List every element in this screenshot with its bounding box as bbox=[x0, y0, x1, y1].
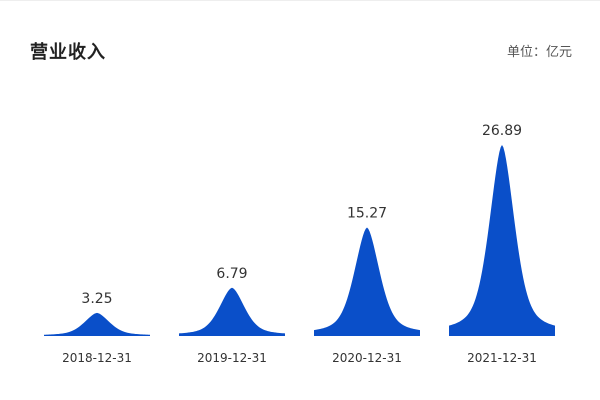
tick-labels-layer: 2018-12-31 2019-12-31 2020-12-31 2021-12-31 bbox=[62, 351, 537, 365]
top-divider bbox=[0, 0, 600, 1]
x-tick-label-2020-12-31: 2020-12-31 bbox=[332, 351, 402, 365]
unit-label: 单位：亿元 bbox=[506, 45, 572, 60]
value-label-2019-12-31: 6.79 bbox=[216, 266, 247, 282]
value-label-2020-12-31: 15.27 bbox=[347, 206, 387, 222]
x-tick-label-2021-12-31: 2021-12-31 bbox=[467, 351, 537, 365]
revenue-peak-2019-12-31 bbox=[179, 287, 285, 336]
revenue-peak-2020-12-31 bbox=[314, 227, 420, 336]
value-labels-layer: 3.25 6.79 15.27 26.89 bbox=[81, 123, 522, 307]
peaks-layer bbox=[44, 145, 555, 336]
revenue-peak-2018-12-31 bbox=[44, 312, 150, 336]
card-title: 营业收入 bbox=[30, 42, 106, 63]
x-tick-label-2019-12-31: 2019-12-31 bbox=[197, 351, 267, 365]
value-label-2021-12-31: 26.89 bbox=[482, 123, 522, 139]
value-label-2018-12-31: 3.25 bbox=[81, 291, 112, 307]
revenue-peak-2021-12-31 bbox=[449, 145, 555, 336]
x-tick-label-2018-12-31: 2018-12-31 bbox=[62, 351, 132, 365]
